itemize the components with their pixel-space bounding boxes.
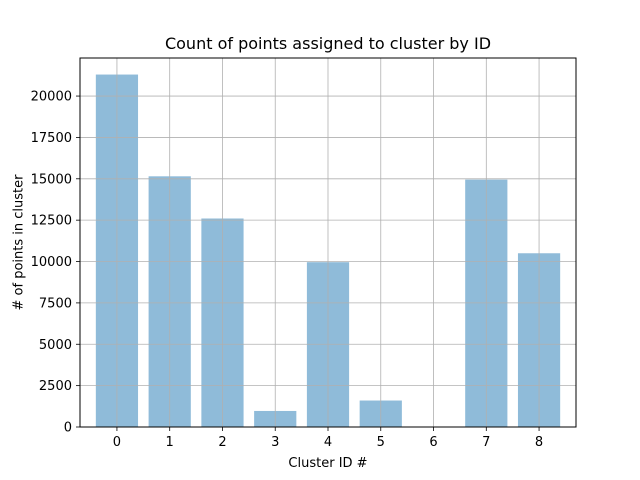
x-tick-label: 7 (482, 435, 490, 450)
axis-ticks: 0 1 2 3 4 5 6 7 8 0 2500 5000 7500 10000 12500 15000 175… (31, 90, 544, 450)
x-tick-label: 1 (166, 435, 174, 450)
x-axis-label: Cluster ID # (288, 456, 367, 471)
y-tick-label: 10000 (31, 255, 72, 270)
y-tick-label: 7500 (39, 296, 72, 311)
y-tick-label: 0 (64, 421, 72, 436)
x-tick-label: 2 (218, 435, 226, 450)
y-axis-label: # of points in cluster (12, 174, 27, 311)
x-tick-label: 3 (271, 435, 279, 450)
x-tick-label: 8 (535, 435, 543, 450)
x-tick-label: 6 (429, 435, 437, 450)
grid-lines (80, 58, 576, 428)
y-tick-label: 17500 (31, 131, 72, 146)
x-tick-label: 4 (324, 435, 332, 450)
chart-title: Count of points assigned to cluster by I… (165, 34, 491, 53)
y-tick-label: 15000 (31, 172, 72, 187)
y-tick-label: 2500 (39, 379, 72, 394)
y-tick-label: 5000 (39, 338, 72, 353)
y-tick-label: 20000 (31, 90, 72, 105)
x-tick-label: 5 (377, 435, 385, 450)
y-tick-label: 12500 (31, 214, 72, 229)
x-tick-label: 0 (113, 435, 121, 450)
